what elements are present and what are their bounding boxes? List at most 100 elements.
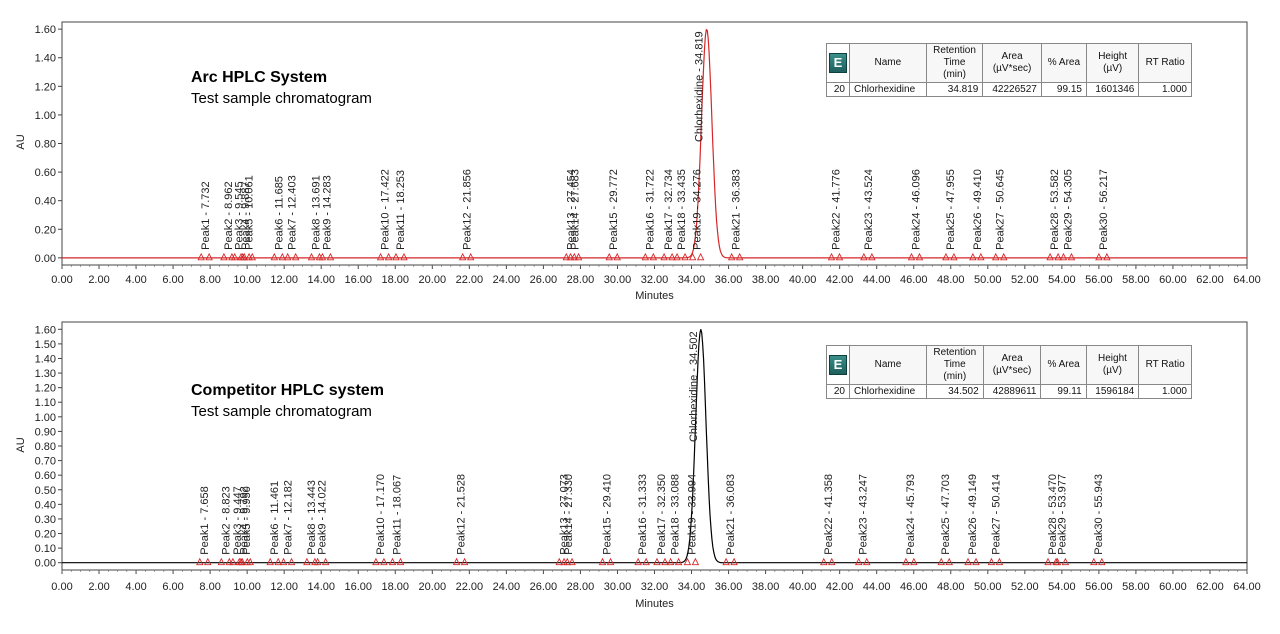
peak-label: Peak19 - 34.276 — [692, 169, 704, 250]
x-tick-label: 34.00 — [678, 274, 706, 286]
x-tick-label: 42.00 — [826, 274, 854, 286]
col-header: Area (µV*sec) — [982, 43, 1042, 83]
x-tick-label: 6.00 — [162, 274, 183, 286]
peak-marker — [696, 252, 705, 261]
peak-label: Peak6 - 11.461 — [269, 481, 281, 555]
panel-1-title: Arc HPLC System — [191, 69, 328, 86]
peak-label: Peak29 - 53.977 — [1056, 474, 1068, 555]
peak-label: Peak8 - 13.691 — [310, 175, 322, 250]
row-pct-area: 99.15 — [1040, 82, 1087, 97]
chromatogram-panel-1: 0.00 2.00 4.00 6.00 8.00 10.00 12.00 14.00 16.00… — [15, 21, 1261, 302]
peak-marker — [555, 557, 564, 566]
y-tick-label: 1.20 — [35, 383, 56, 395]
peak-marker — [460, 557, 469, 566]
table-header-row: E Name Retention Time (min) Area (µV*sec) %… — [826, 43, 1192, 83]
peak-marker — [735, 252, 744, 261]
peak-marker — [466, 252, 475, 261]
peak-label: Peak28 - 53.582 — [1049, 169, 1061, 250]
peak-marker — [942, 252, 950, 261]
row-rt-ratio: 1.000 — [1138, 82, 1192, 97]
peak-label: Peak9 - 14.022 — [317, 480, 329, 555]
peak-label: Peak28 - 53.470 — [1047, 474, 1059, 555]
peak-marker — [452, 557, 461, 566]
peak-label: Peak5 - 10.061 — [243, 175, 255, 250]
y-tick-label: 0.40 — [35, 196, 56, 208]
peak-marker — [278, 252, 287, 261]
peak-marker — [566, 252, 575, 261]
peak-marker — [240, 252, 249, 261]
peak-marker — [574, 252, 583, 261]
row-height: 1601346 — [1085, 82, 1140, 97]
peak-label: Peak25 - 47.703 — [940, 474, 952, 555]
x-tick-label: 14.00 — [307, 581, 335, 593]
peak-label: Peak11 - 18.067 — [392, 475, 404, 555]
y-tick-label: 0.00 — [35, 558, 56, 570]
y-axis-label: AU — [15, 134, 27, 149]
peak-label: Peak8 - 13.443 — [306, 480, 318, 555]
peak-label: Peak22 - 41.358 — [823, 474, 835, 555]
x-tick-label: 26.00 — [530, 581, 558, 593]
peak-marker — [204, 557, 212, 566]
peak-marker — [283, 252, 292, 261]
col-header: Retention Time (min) — [925, 43, 984, 83]
row-area: 42226527 — [982, 82, 1042, 97]
y-tick-label: 0.60 — [35, 167, 56, 179]
peak-marker — [634, 557, 642, 566]
peak-marker — [730, 557, 738, 566]
peak-marker — [673, 252, 681, 261]
peak-marker — [683, 557, 692, 566]
x-tick-label: 36.00 — [715, 274, 743, 286]
y-tick-label: 1.40 — [35, 353, 56, 365]
y-tick-label: 1.00 — [35, 110, 56, 122]
x-axis-label: Minutes — [635, 598, 674, 610]
col-header: Name — [849, 345, 927, 385]
y-tick-label: 0.80 — [35, 441, 56, 453]
peak-marker — [279, 557, 288, 566]
peak-label: Peak26 - 49.149 — [967, 474, 979, 555]
x-tick-label: 10.00 — [233, 274, 261, 286]
peak-marker — [641, 252, 650, 261]
peak-label: Peak1 - 7.658 — [199, 486, 211, 555]
peak-marker — [945, 557, 953, 566]
peak-marker — [991, 252, 1000, 261]
x-tick-label: 64.00 — [1233, 581, 1261, 593]
peak-marker — [977, 252, 985, 261]
peak-marker — [392, 252, 400, 261]
peak-marker — [388, 557, 397, 566]
y-tick-label: 0.20 — [35, 224, 56, 236]
peak-label: Peak19 - 33.994 — [686, 474, 698, 555]
x-tick-label: 4.00 — [125, 274, 146, 286]
peak-marker — [205, 252, 213, 261]
peak-marker — [950, 252, 958, 261]
y-tick-label: 0.10 — [35, 543, 56, 555]
x-tick-label: 18.00 — [382, 581, 410, 593]
peak-marker — [326, 252, 335, 261]
x-tick-label: 42.00 — [826, 581, 854, 593]
x-tick-label: 46.00 — [900, 274, 928, 286]
panel-2-subtitle: Test sample chromatogram — [191, 403, 372, 420]
peak-label: Peak30 - 55.943 — [1093, 474, 1105, 555]
peak-marker — [458, 252, 467, 261]
peak-marker — [605, 252, 613, 261]
peak-label: Peak24 - 45.793 — [905, 474, 917, 555]
peak-marker — [969, 252, 977, 261]
x-tick-label: 4.00 — [125, 581, 146, 593]
peak-marker — [598, 557, 607, 566]
col-header: Name — [849, 43, 927, 83]
x-tick-label: 30.00 — [604, 581, 632, 593]
e-icon: E — [829, 53, 847, 73]
row-index: 20 — [826, 384, 850, 399]
peak-marker — [668, 252, 676, 261]
panel-1-title-block: Arc HPLC System Test sample chromatogram — [191, 69, 372, 107]
peak-label: Peak22 - 41.776 — [831, 169, 843, 250]
y-axis-label: AU — [15, 437, 27, 452]
peak-marker — [246, 557, 254, 566]
peak-label: Peak16 - 31.722 — [644, 169, 656, 250]
peak-marker — [964, 557, 972, 566]
peak-marker — [307, 252, 316, 261]
peak-marker — [217, 557, 226, 566]
row-pct-area: 99.11 — [1040, 384, 1087, 399]
x-tick-label: 0.00 — [51, 581, 72, 593]
peak-marker — [1090, 557, 1098, 566]
